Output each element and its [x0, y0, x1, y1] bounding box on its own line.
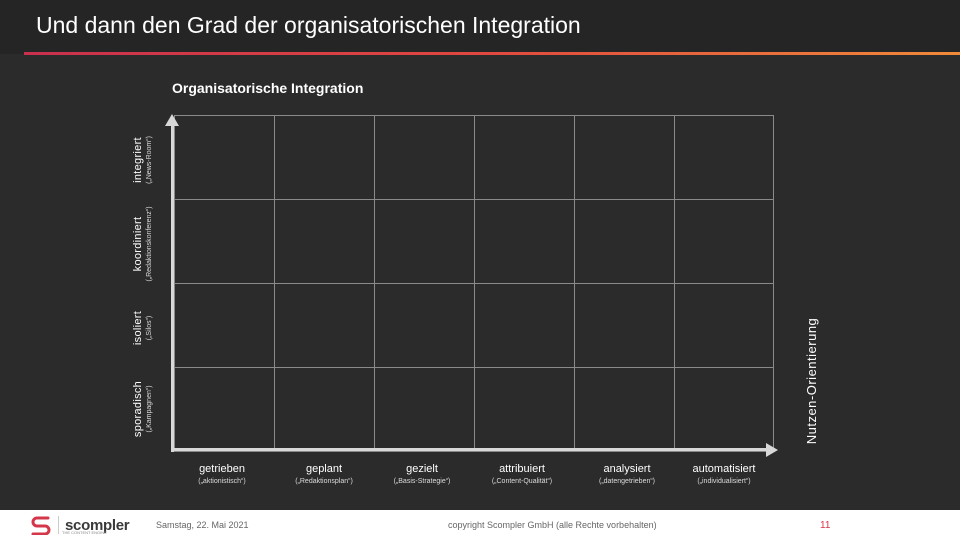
page-number: 11: [820, 520, 831, 531]
grid-cell: [374, 283, 475, 368]
logo-tagline: THE CONTENT ENGINE: [62, 530, 107, 535]
slide-title: Und dann den Grad der organisatorischen …: [36, 12, 581, 38]
footer: scompler THE CONTENT ENGINE Samstag, 22.…: [0, 510, 960, 540]
y-label-sporadisch: sporadisch („Kampagnen“): [132, 329, 166, 489]
grid-cell: [474, 199, 575, 284]
y-label-sub: („Kampagnen“): [146, 385, 153, 433]
x-label-geplant: geplant („Redaktionsplan“): [274, 462, 374, 488]
logo-divider: [58, 516, 59, 534]
x-label-sub: („Redaktionsplan“): [295, 478, 353, 485]
grid-cell: [574, 367, 675, 452]
x-axis: [172, 448, 768, 451]
grid-cell: [174, 283, 275, 368]
footer-date: Samstag, 22. Mai 2021: [156, 520, 249, 530]
x-label-sub: („datengetrieben“): [598, 478, 656, 485]
scompler-logo-icon: [31, 516, 51, 535]
x-label-main: gezielt: [406, 463, 438, 475]
grid-cell: [674, 199, 774, 284]
accent-line: [24, 52, 960, 55]
x-label-sub: („Content-Qualität“): [491, 478, 553, 485]
footer-copyright: copyright Scompler GmbH (alle Rechte vor…: [448, 520, 657, 530]
grid-cell: [474, 115, 575, 200]
x-label-main: attribuiert: [499, 463, 545, 475]
right-axis-label: Nutzen-Orientierung: [804, 317, 819, 445]
grid-cell: [374, 367, 475, 452]
grid-cell: [474, 283, 575, 368]
matrix-grid: [174, 115, 774, 452]
x-label-analysiert: analysiert („datengetrieben“): [577, 462, 677, 488]
title-bar: Und dann den Grad der organisatorischen …: [0, 0, 960, 54]
scompler-logo: scompler: [30, 514, 130, 536]
x-label-gezielt: gezielt („Basis-Strategie“): [372, 462, 472, 488]
x-label-main: getrieben: [199, 463, 245, 475]
grid-cell: [674, 367, 774, 452]
grid-cell: [574, 115, 675, 200]
logo-text: scompler: [65, 516, 130, 534]
x-label-main: analysiert: [603, 463, 651, 475]
grid-cell: [574, 199, 675, 284]
x-label-sub: („individualisiert“): [697, 478, 751, 485]
grid-cell: [674, 115, 774, 200]
grid-cell: [574, 283, 675, 368]
x-label-getrieben: getrieben („aktionistisch“): [172, 462, 272, 488]
grid-cell: [174, 199, 275, 284]
x-label-main: geplant: [305, 463, 343, 475]
grid-cell: [174, 367, 275, 452]
chart-title: Organisatorische Integration: [172, 80, 364, 96]
grid-cell: [674, 283, 774, 368]
x-label-main: automatisiert: [692, 463, 756, 475]
x-label-automatisiert: automatisiert („individualisiert“): [674, 462, 774, 488]
grid-cell: [374, 199, 475, 284]
grid-cell: [374, 115, 475, 200]
grid-cell: [174, 115, 275, 200]
grid-cell: [474, 367, 575, 452]
x-label-sub: („Basis-Strategie“): [393, 478, 451, 485]
y-axis: [171, 120, 174, 452]
grid-cell: [274, 367, 375, 452]
grid-cell: [274, 283, 375, 368]
y-axis-arrow-icon: [165, 114, 179, 126]
x-label-attribuiert: attribuiert („Content-Qualität“): [472, 462, 572, 488]
x-label-sub: („aktionistisch“): [198, 478, 246, 485]
grid-cell: [274, 199, 375, 284]
grid-cell: [274, 115, 375, 200]
y-label-main: sporadisch: [132, 380, 144, 438]
x-axis-arrow-icon: [766, 443, 778, 457]
